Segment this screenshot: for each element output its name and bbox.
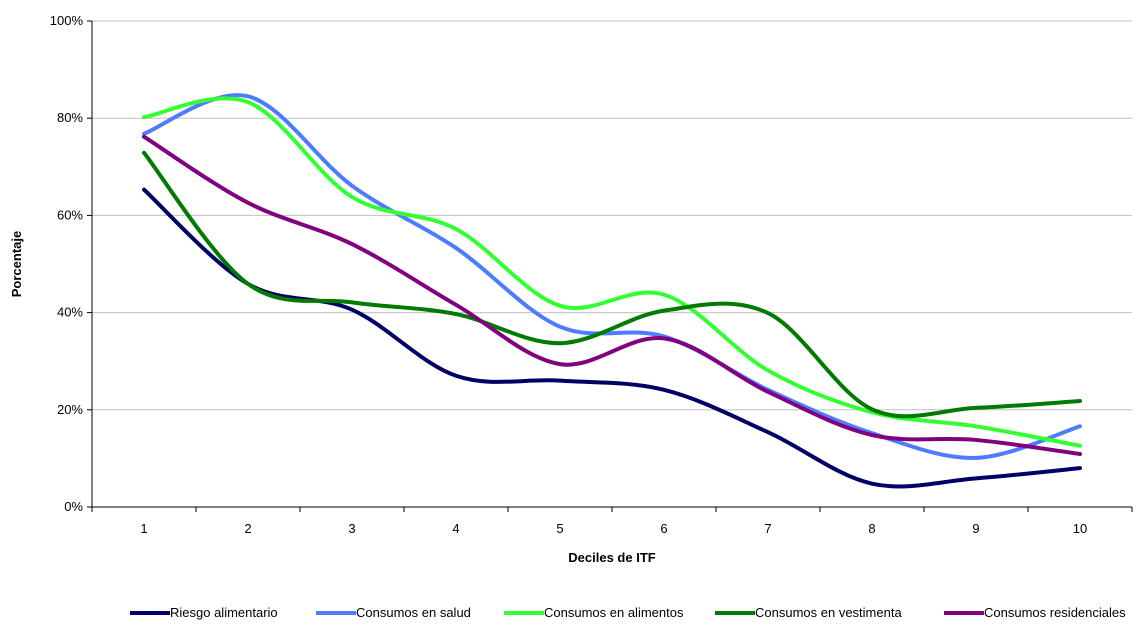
legend-label: Consumos en vestimenta (755, 605, 902, 620)
y-tick-label: 80% (57, 110, 83, 125)
legend-label: Consumos residenciales (984, 605, 1126, 620)
series-line-3 (142, 96, 1082, 448)
y-tick-label: 20% (57, 402, 83, 417)
y-tick-label: 40% (57, 305, 83, 320)
y-axis-title: Porcentaje (9, 231, 24, 297)
x-tick-label: 2 (244, 521, 251, 536)
x-tick-label: 3 (348, 521, 355, 536)
legend-label: Consumos en salud (356, 605, 471, 620)
x-tick-label: 5 (556, 521, 563, 536)
x-tick-label: 1 (140, 521, 147, 536)
legend: Riesgo alimentario Consumos en salud Consu… (130, 605, 1126, 620)
y-tick-label: 0% (64, 499, 83, 514)
y-tick-label: 100% (50, 13, 84, 28)
x-tick-label: 9 (972, 521, 979, 536)
series-lines (142, 93, 1082, 489)
x-tick-label: 4 (452, 521, 459, 536)
x-tick-label: 10 (1073, 521, 1087, 536)
series-line-1 (142, 187, 1082, 489)
x-tick-label: 7 (764, 521, 771, 536)
x-axis-title: Deciles de ITF (568, 550, 655, 565)
x-tick-label: 6 (660, 521, 667, 536)
x-tick-label: 8 (868, 521, 875, 536)
y-tick-label: 60% (57, 207, 83, 222)
series-line-5 (142, 134, 1082, 457)
series-line-2 (142, 93, 1082, 460)
legend-label: Riesgo alimentario (170, 605, 278, 620)
legend-label: Consumos en alimentos (544, 605, 684, 620)
axes: 0% 20% 40% 60% 80% 100% 1 2 3 4 5 6 7 8 9 10 (50, 13, 1133, 536)
series-line-4 (142, 150, 1082, 419)
